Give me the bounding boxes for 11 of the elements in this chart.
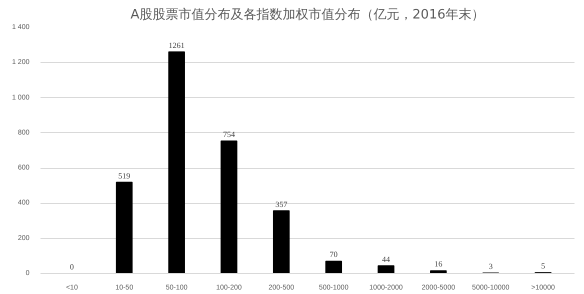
chart-title: A股股票市值分布及各指数加权市值分布（亿元，2016年末） bbox=[130, 8, 484, 22]
data-label: 16 bbox=[434, 260, 442, 269]
data-label: 44 bbox=[382, 254, 390, 264]
data-label: 1261 bbox=[168, 40, 185, 50]
data-label: 0 bbox=[70, 262, 74, 272]
data-label: 70 bbox=[330, 250, 338, 260]
data-label: 519 bbox=[118, 171, 130, 180]
data-label: 3 bbox=[488, 262, 493, 271]
data-label: 357 bbox=[275, 200, 288, 209]
data-label: 5 bbox=[541, 262, 546, 271]
data-label: 754 bbox=[222, 130, 235, 140]
